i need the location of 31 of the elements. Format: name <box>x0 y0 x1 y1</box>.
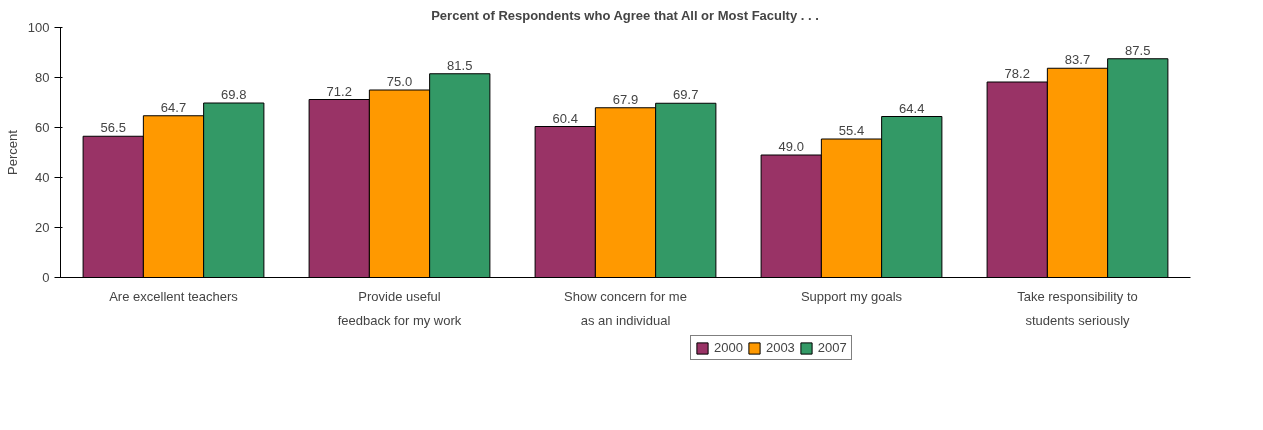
legend-label: 2007 <box>817 340 847 355</box>
y-tick-label: 60 <box>35 120 50 135</box>
data-label: 67.9 <box>612 91 639 107</box>
y-axis-title: Percent <box>4 129 20 175</box>
data-label: 55.4 <box>838 123 865 138</box>
data-label: 78.2 <box>1004 66 1030 81</box>
y-tick-label: 0 <box>42 270 50 285</box>
x-tick-label: Are excellent teachers <box>109 288 239 304</box>
data-label: 83.7 <box>1064 52 1091 68</box>
chart-title: Percent of Respondents who Agree that All or Most Faculty . . . <box>431 7 819 23</box>
data-label: 69.7 <box>673 87 699 103</box>
category-label: Provide useful feedback for my work <box>337 288 462 328</box>
data-label: 49.0 <box>778 139 804 154</box>
legend-label: 2000 <box>714 340 743 355</box>
data-label: 60.4 <box>552 110 578 126</box>
data-label: 71.2 <box>326 83 352 99</box>
x-tick-label: Support my goals <box>800 288 903 304</box>
data-label: 69.8 <box>221 87 247 102</box>
data-label: 87.5 <box>1125 42 1151 58</box>
y-tick-label: 20 <box>35 220 50 235</box>
data-label: 56.5 <box>100 120 126 136</box>
data-label: 75.0 <box>386 74 413 89</box>
category-label: Show concern for me as an individual <box>564 288 687 328</box>
category-label: Take responsibility to students seriously <box>1017 288 1138 328</box>
y-tick-label: 80 <box>35 70 50 85</box>
legend-label: 2003 <box>765 340 795 355</box>
data-label: 81.5 <box>447 57 473 73</box>
data-label: 64.4 <box>899 100 925 116</box>
y-tick-label: 40 <box>35 170 50 185</box>
y-tick-label: 100 <box>27 20 50 35</box>
data-label: 64.7 <box>160 99 187 115</box>
